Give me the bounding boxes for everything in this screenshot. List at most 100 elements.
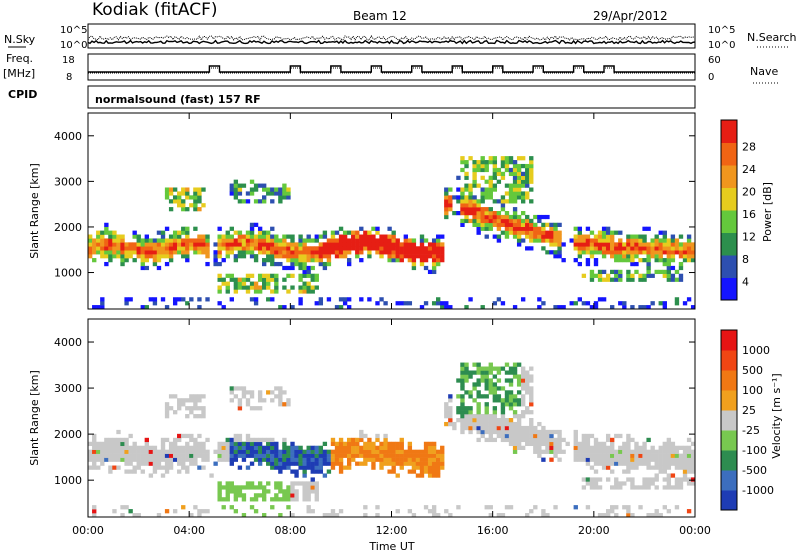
heatmap-cell — [217, 481, 222, 486]
heatmap-cell — [120, 254, 125, 259]
heatmap-cell — [221, 238, 226, 243]
heatmap-cell — [423, 265, 429, 271]
heatmap-cell — [266, 445, 271, 450]
heatmap-cell — [233, 485, 239, 490]
heatmap-cell — [387, 238, 392, 243]
heatmap-cell — [124, 258, 129, 263]
heatmap-cell — [112, 246, 117, 251]
heatmap-cell — [512, 195, 518, 200]
heatmap-cell — [585, 477, 591, 482]
heatmap-cell — [654, 449, 659, 454]
heatmap-cell — [520, 191, 526, 196]
heatmap-cell — [185, 246, 190, 251]
heatmap-cell — [282, 238, 287, 243]
heatmap-cell — [508, 421, 514, 427]
heatmap-cell — [520, 175, 526, 180]
heatmap-cell — [164, 254, 170, 259]
heatmap-cell — [318, 246, 324, 251]
heatmap-cell — [237, 386, 243, 391]
heatmap-cell — [282, 497, 287, 502]
heatmap-cell — [642, 453, 647, 458]
heatmap-cell — [399, 258, 404, 263]
heatmap-cell — [128, 449, 133, 454]
heatmap-cell — [164, 449, 170, 454]
heatmap-cell — [274, 242, 279, 247]
heatmap-cell — [367, 234, 372, 239]
heatmap-cell — [391, 457, 396, 462]
heatmap-cell — [654, 238, 659, 243]
heatmap-cell — [270, 289, 275, 294]
heatmap-cell — [508, 160, 514, 165]
heatmap-cell — [294, 469, 299, 474]
heatmap-cell — [193, 203, 198, 208]
heatmap-cell — [116, 238, 121, 243]
heatmap-cell — [605, 246, 611, 251]
heatmap-cell — [561, 449, 566, 454]
heatmap-cell — [654, 234, 659, 239]
heatmap-cell — [508, 214, 514, 220]
heatmap-cell — [383, 461, 388, 466]
heatmap-cell — [666, 461, 672, 466]
heatmap-cell — [229, 390, 234, 395]
heatmap-cell — [185, 230, 190, 235]
heatmap-cell — [690, 477, 696, 482]
heatmap-cell — [257, 493, 263, 498]
heatmap-cell — [520, 386, 526, 391]
heatmap-cell — [666, 258, 672, 263]
heatmap-cell — [185, 441, 190, 447]
heatmap-cell — [610, 437, 615, 443]
heatmap-cell — [383, 246, 388, 251]
heatmap-cell — [553, 234, 558, 239]
heatmap-cell — [464, 366, 469, 371]
heatmap-cell — [249, 250, 255, 255]
heatmap-cell — [557, 437, 562, 443]
heatmap-cell — [411, 246, 417, 251]
heatmap-cell — [128, 453, 133, 458]
heatmap-cell — [136, 234, 141, 239]
heatmap-cell — [253, 437, 259, 443]
heatmap-cell — [516, 445, 522, 450]
heatmap-cell — [525, 234, 530, 239]
heatmap-cell — [193, 437, 198, 443]
heatmap-cell — [407, 258, 413, 263]
heatmap-cell — [375, 238, 380, 243]
x-tick-label: 20:00 — [578, 524, 610, 537]
heatmap-cell — [529, 238, 534, 243]
heatmap-cell — [610, 445, 615, 450]
heatmap-cell — [177, 195, 182, 200]
heatmap-cell — [690, 246, 696, 251]
heatmap-cell — [338, 441, 344, 447]
heatmap-cell — [529, 410, 534, 415]
heatmap-cell — [116, 254, 121, 259]
heatmap-cell — [650, 465, 655, 470]
heatmap-cell — [403, 250, 408, 255]
heatmap-cell — [152, 301, 158, 306]
heatmap-cell — [472, 398, 477, 403]
heatmap-cell — [290, 254, 295, 259]
heatmap-cell — [314, 497, 319, 502]
heatmap-cell — [427, 509, 433, 514]
heatmap-cell — [500, 437, 506, 443]
heatmap-cell — [310, 445, 315, 450]
heatmap-cell — [257, 199, 263, 204]
heatmap-cell — [225, 242, 230, 247]
heatmap-cell — [423, 441, 429, 447]
heatmap-cell — [690, 453, 696, 458]
heatmap-cell — [549, 238, 554, 243]
heatmap-cell — [249, 179, 255, 184]
heatmap-cell — [508, 167, 514, 173]
heatmap-cell — [197, 465, 202, 470]
heatmap-cell — [504, 163, 510, 169]
heatmap-cell — [136, 453, 141, 458]
heatmap-cell — [399, 441, 404, 447]
heatmap-cell — [670, 473, 676, 478]
heatmap-cell — [136, 449, 141, 454]
heatmap-cell — [577, 234, 582, 239]
heatmap-cell — [270, 258, 275, 263]
heatmap-cell — [427, 453, 433, 458]
heatmap-cell — [108, 445, 113, 450]
heatmap-cell — [96, 234, 101, 239]
heatmap-cell — [310, 289, 315, 294]
heatmap-cell — [545, 445, 550, 450]
